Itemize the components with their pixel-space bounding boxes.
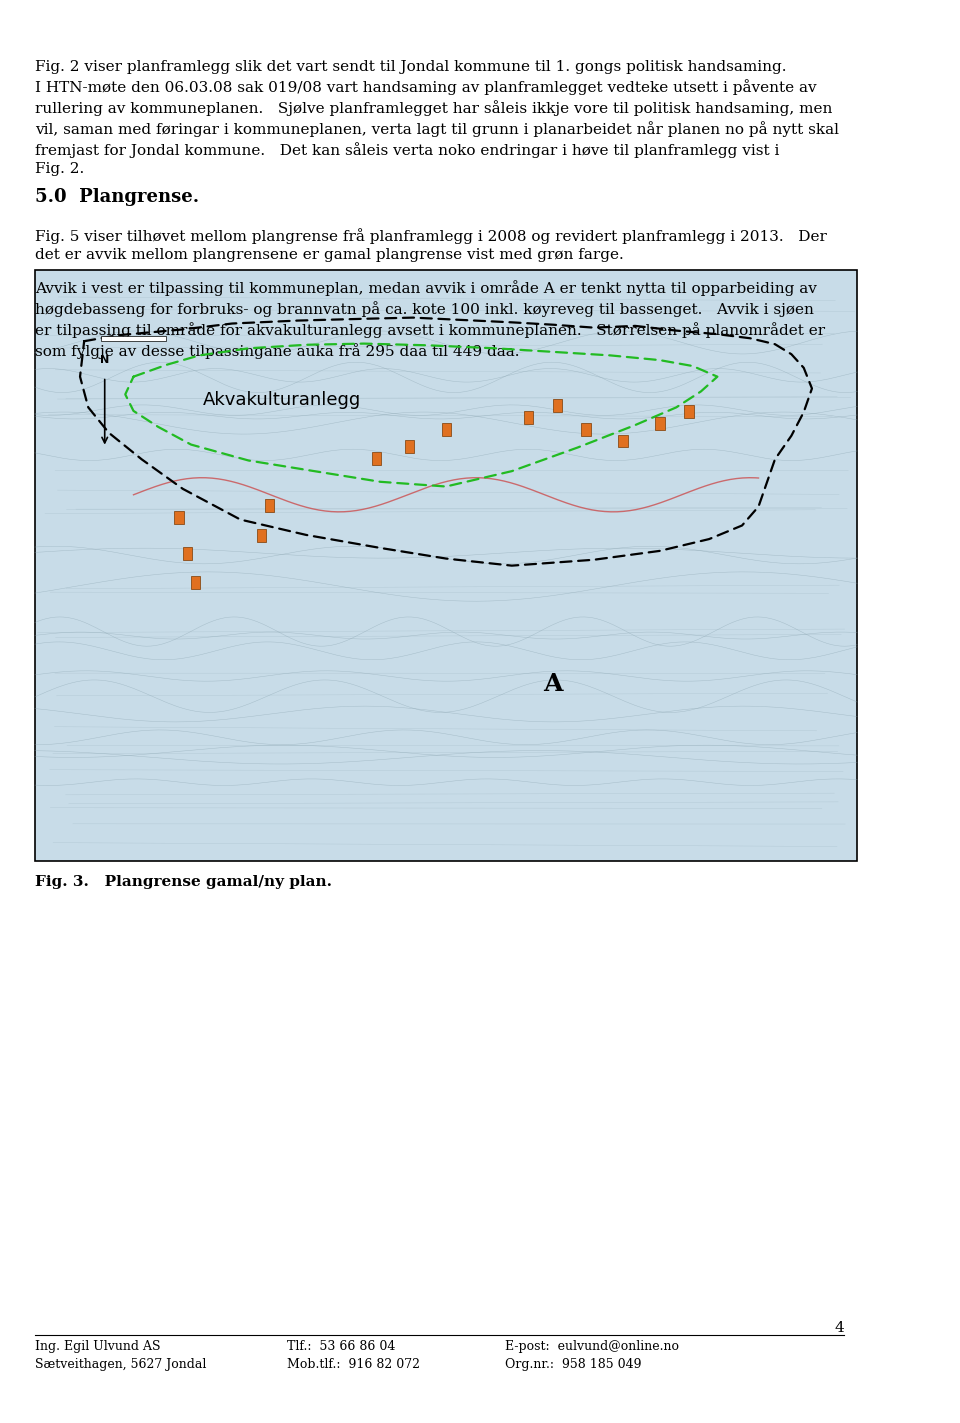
Text: Fig. 5 viser tilhøvet mellom plangrense frå planframlegg i 2008 og revidert plan: Fig. 5 viser tilhøvet mellom plangrense … [35, 228, 827, 262]
Bar [101, 336, 166, 342]
Bar [618, 434, 628, 447]
Text: Ing. Egil Ulvund AS
Sætveithagen, 5627 Jondal: Ing. Egil Ulvund AS Sætveithagen, 5627 J… [35, 1340, 206, 1372]
Text: N: N [100, 354, 109, 364]
Bar [442, 423, 451, 435]
Text: Fig. 3.   Plangrense gamal/ny plan.: Fig. 3. Plangrense gamal/ny plan. [35, 875, 332, 889]
Bar [372, 453, 381, 465]
Text: 4: 4 [834, 1321, 844, 1335]
Bar [191, 576, 201, 589]
Bar [265, 499, 275, 512]
Bar [404, 441, 414, 453]
Text: Akvakulturanlegg: Akvakulturanlegg [203, 391, 361, 410]
Text: Avvik i vest er tilpassing til kommuneplan, medan avvik i område A er tenkt nytt: Avvik i vest er tilpassing til kommunepl… [35, 280, 825, 359]
Bar [182, 546, 192, 559]
Bar [256, 529, 266, 542]
Bar [582, 423, 591, 435]
Bar [656, 417, 665, 430]
Text: Tlf.:  53 66 86 04
Mob.tlf.:  916 82 072: Tlf.: 53 66 86 04 Mob.tlf.: 916 82 072 [287, 1340, 420, 1372]
Text: A: A [543, 672, 563, 696]
Bar [553, 398, 563, 411]
Text: 5.0  Plangrense.: 5.0 Plangrense. [35, 188, 199, 206]
Bar [524, 411, 534, 424]
Text: Fig. 2 viser planframlegg slik det vart sendt til Jondal kommune til 1. gongs po: Fig. 2 viser planframlegg slik det vart … [35, 60, 839, 176]
Bar [684, 406, 694, 418]
Bar [35, 270, 857, 861]
Bar [175, 511, 184, 524]
Text: E-post:  eulvund@online.no
Org.nr.:  958 185 049: E-post: eulvund@online.no Org.nr.: 958 1… [505, 1340, 679, 1372]
